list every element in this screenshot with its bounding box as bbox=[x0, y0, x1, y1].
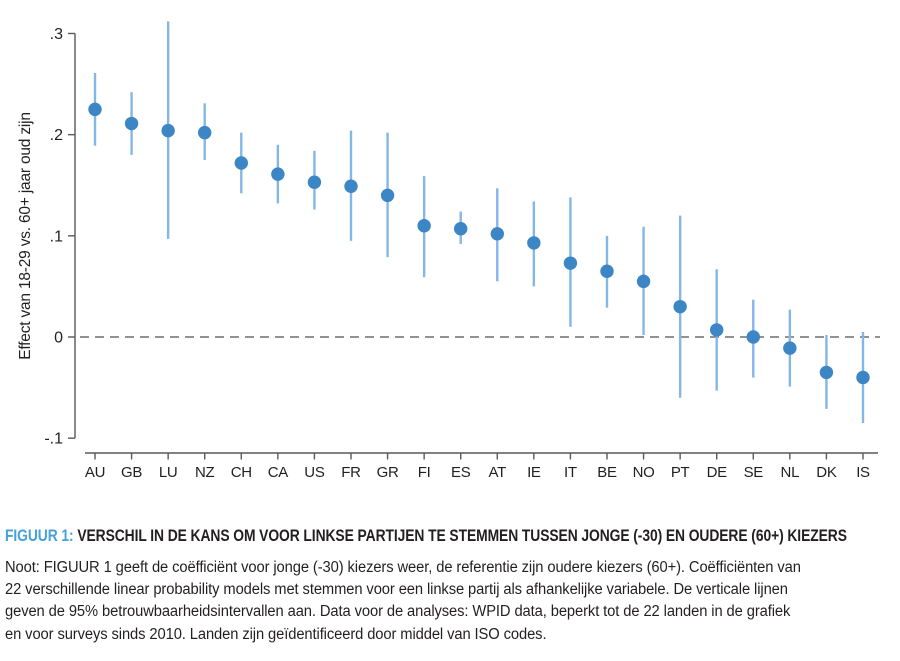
data-point bbox=[454, 222, 468, 236]
x-tick-label: IE bbox=[527, 464, 541, 481]
x-tick-label: GB bbox=[121, 464, 142, 481]
figure-caption: FIGUUR 1: VERSCHIL IN DE KANS OM VOOR LI… bbox=[5, 527, 900, 549]
caption-prefix: FIGUUR 1: bbox=[5, 527, 74, 545]
data-point bbox=[271, 167, 285, 181]
data-point bbox=[527, 236, 541, 250]
x-tick-label: IS bbox=[856, 464, 870, 481]
caption-text: VERSCHIL IN DE KANS OM VOOR LINKSE PARTI… bbox=[77, 527, 847, 545]
data-point bbox=[161, 123, 175, 138]
y-tick-label: .3 bbox=[50, 26, 63, 43]
x-tick-label: ES bbox=[451, 464, 471, 481]
note-line: 22 verschillende linear probability mode… bbox=[5, 581, 788, 599]
note-line: geven de 95% betrouwbaarheidsintervallen… bbox=[5, 603, 791, 621]
data-point bbox=[819, 365, 834, 380]
data-point bbox=[746, 330, 760, 344]
x-tick-label: IT bbox=[564, 464, 577, 481]
data-point bbox=[636, 274, 651, 289]
x-tick-label: GR bbox=[377, 464, 399, 481]
y-tick-label: .2 bbox=[50, 127, 63, 144]
x-tick-label: PT bbox=[671, 464, 690, 481]
x-tick-label: FR bbox=[341, 464, 361, 481]
data-point bbox=[344, 179, 358, 193]
x-tick-label: CA bbox=[268, 464, 289, 481]
x-tick-label: AT bbox=[489, 464, 507, 481]
x-tick-label: BE bbox=[597, 464, 617, 481]
data-point bbox=[563, 256, 578, 270]
x-tick-label: NZ bbox=[195, 464, 215, 481]
data-point bbox=[490, 227, 504, 241]
x-tick-label: AU bbox=[85, 464, 105, 481]
figure-note: Noot: FIGUUR 1 geeft de coëfficiënt voor… bbox=[5, 557, 900, 646]
caption-inner: FIGUUR 1: VERSCHIL IN DE KANS OM VOOR LI… bbox=[5, 527, 847, 546]
x-tick-label: FI bbox=[418, 464, 431, 481]
x-tick-label: CH bbox=[231, 464, 252, 481]
y-tick-label: 0 bbox=[54, 330, 63, 347]
data-point bbox=[234, 156, 248, 170]
data-point bbox=[124, 116, 139, 131]
x-tick-label: LU bbox=[159, 464, 178, 481]
data-point bbox=[783, 341, 797, 355]
x-tick-label: DE bbox=[707, 464, 728, 481]
figure-chart: .3 .2 .1 0 -.1 AU GB LU NZ CH CA US FR GR FI ES AT IE IT BE… bbox=[17, 21, 880, 481]
data-point bbox=[710, 323, 724, 337]
data-point bbox=[856, 370, 870, 385]
note-line: Noot: FIGUUR 1 geeft de coëfficiënt voor… bbox=[5, 559, 801, 576]
x-tick-label: NL bbox=[781, 464, 800, 481]
data-point bbox=[88, 102, 102, 117]
x-tick-label: US bbox=[304, 464, 325, 481]
x-tick-label: DK bbox=[816, 464, 837, 481]
y-axis-title: Effect van 18-29 vs. 60+ jaar oud zijn bbox=[17, 112, 34, 360]
y-tick-label: .1 bbox=[50, 228, 63, 245]
x-tick-label: SE bbox=[744, 464, 764, 481]
data-point bbox=[673, 299, 687, 314]
x-tick-label: NO bbox=[633, 464, 655, 481]
data-point bbox=[198, 125, 212, 140]
note-line: en voor surveys sinds 2010. Landen zijn … bbox=[5, 625, 547, 643]
data-point bbox=[417, 219, 431, 233]
y-tick-label: -.1 bbox=[44, 431, 63, 448]
data-point bbox=[600, 264, 614, 278]
data-point bbox=[307, 175, 322, 189]
data-point bbox=[380, 188, 395, 203]
